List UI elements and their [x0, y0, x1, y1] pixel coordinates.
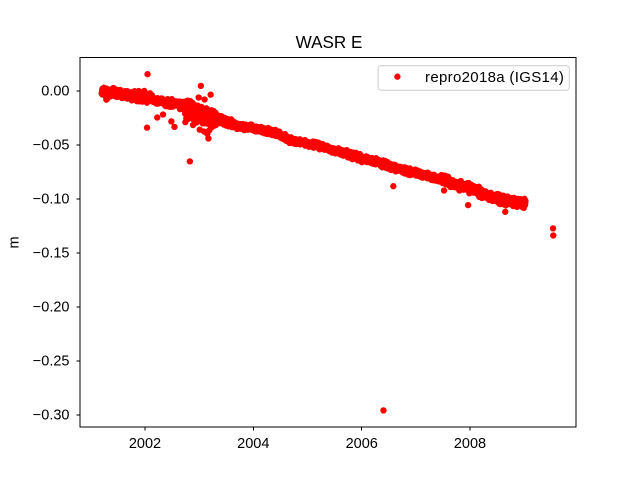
svg-text:WASR E: WASR E — [296, 33, 363, 52]
svg-text:2008: 2008 — [454, 436, 486, 452]
svg-text:−0.20: −0.20 — [33, 300, 70, 316]
svg-text:−0.30: −0.30 — [33, 408, 70, 424]
svg-text:2002: 2002 — [129, 436, 161, 452]
svg-text:2004: 2004 — [237, 436, 269, 452]
svg-text:0.00: 0.00 — [41, 84, 69, 100]
svg-text:−0.15: −0.15 — [33, 246, 70, 262]
svg-text:m: m — [7, 236, 23, 248]
svg-text:2006: 2006 — [346, 436, 378, 452]
svg-text:repro2018a (IGS14): repro2018a (IGS14) — [425, 69, 564, 86]
svg-text:−0.10: −0.10 — [33, 192, 70, 208]
svg-text:−0.05: −0.05 — [33, 138, 70, 154]
svg-text:−0.25: −0.25 — [33, 354, 70, 370]
